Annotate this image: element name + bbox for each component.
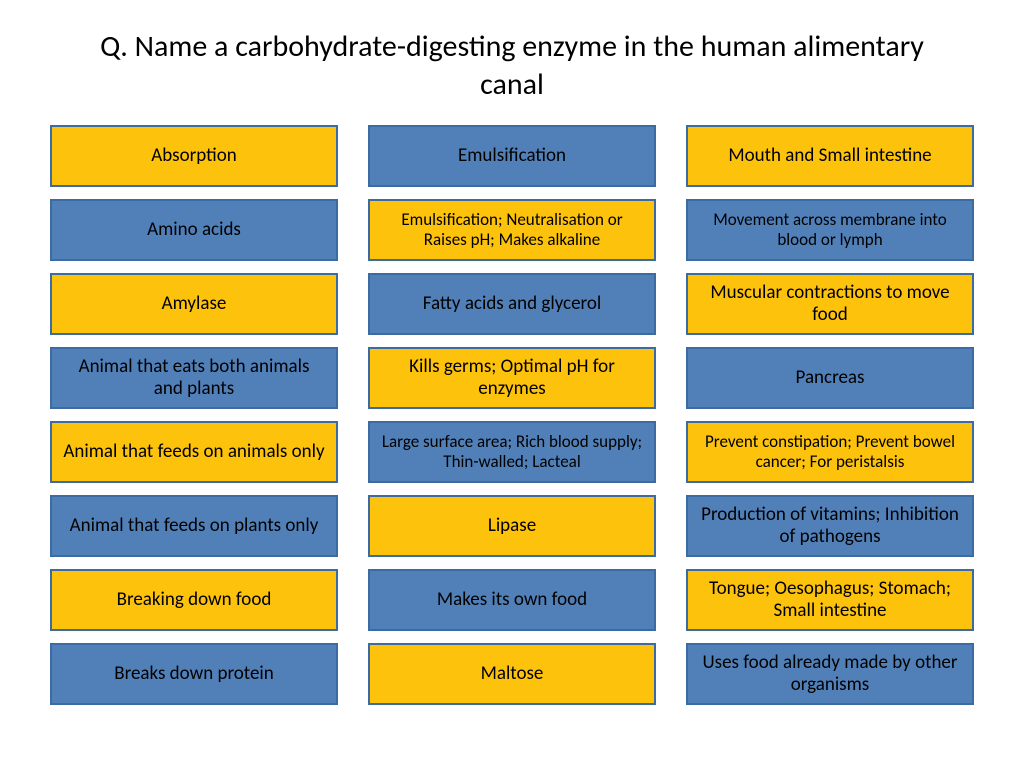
answer-tile[interactable]: Uses food already made by other organism…	[686, 643, 974, 705]
answer-tile[interactable]: Emulsification	[368, 125, 656, 187]
answer-tile[interactable]: Tongue; Oesophagus; Stomach; Small intes…	[686, 569, 974, 631]
answer-tile[interactable]: Animal that feeds on animals only	[50, 421, 338, 483]
column-3: Mouth and Small intestine Movement across…	[686, 125, 974, 705]
question-title: Q. Name a carbohydrate-digesting enzyme …	[50, 28, 974, 103]
answer-tile[interactable]: Animal that eats both animals and plants	[50, 347, 338, 409]
answer-tile[interactable]: Large surface area; Rich blood supply; T…	[368, 421, 656, 483]
answer-tile[interactable]: Amino acids	[50, 199, 338, 261]
column-1: Absorption Amino acids Amylase Animal that …	[50, 125, 338, 705]
answer-tile[interactable]: Prevent constipation; Prevent bowel canc…	[686, 421, 974, 483]
answer-tile[interactable]: Kills germs; Optimal pH for enzymes	[368, 347, 656, 409]
answer-tile[interactable]: Animal that feeds on plants only	[50, 495, 338, 557]
answer-tile[interactable]: Fatty acids and glycerol	[368, 273, 656, 335]
column-2: Emulsification Emulsification; Neutralisa…	[368, 125, 656, 705]
answer-tile[interactable]: Production of vitamins; Inhibition of pa…	[686, 495, 974, 557]
answer-tile[interactable]: Absorption	[50, 125, 338, 187]
answer-tile[interactable]: Muscular contractions to move food	[686, 273, 974, 335]
answer-tile[interactable]: Amylase	[50, 273, 338, 335]
answer-tile[interactable]: Mouth and Small intestine	[686, 125, 974, 187]
answer-tile[interactable]: Lipase	[368, 495, 656, 557]
answer-tile[interactable]: Breaks down protein	[50, 643, 338, 705]
answer-grid: Absorption Amino acids Amylase Animal that …	[50, 125, 974, 705]
answer-tile[interactable]: Pancreas	[686, 347, 974, 409]
answer-tile[interactable]: Breaking down food	[50, 569, 338, 631]
answer-tile[interactable]: Makes its own food	[368, 569, 656, 631]
answer-tile[interactable]: Movement across membrane into blood or l…	[686, 199, 974, 261]
answer-tile[interactable]: Maltose	[368, 643, 656, 705]
answer-tile[interactable]: Emulsification; Neutralisation or Raises…	[368, 199, 656, 261]
